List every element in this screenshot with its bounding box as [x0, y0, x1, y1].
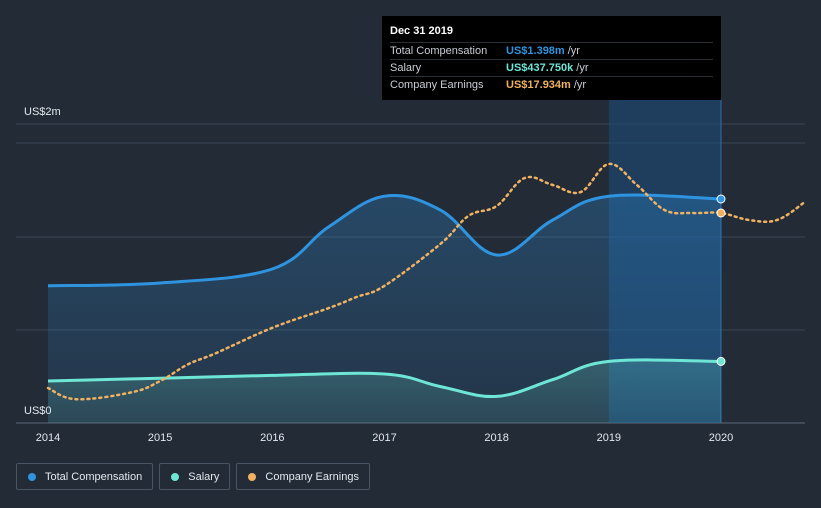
- x-axis-tick-label: 2016: [260, 432, 284, 444]
- tooltip-row-value: US$1.398m: [506, 45, 565, 57]
- x-axis-tick-label: 2020: [709, 432, 733, 444]
- legend-label: Total Compensation: [45, 470, 143, 483]
- tooltip-row-value: US$437.750k: [506, 62, 574, 74]
- tooltip-date: Dec 31 2019: [390, 25, 453, 37]
- tooltip-row-label: Total Compensation: [390, 45, 488, 57]
- salary-line: [47, 358, 722, 399]
- legend-item-company-earnings[interactable]: Company Earnings: [236, 463, 370, 490]
- tooltip-row-company-earnings: Company Earnings US$17.934m /yr: [390, 76, 713, 93]
- legend-item-salary[interactable]: Salary: [159, 463, 231, 490]
- x-axis-tick-label: 2018: [484, 432, 508, 444]
- y-axis-top-label: US$2m: [24, 106, 61, 118]
- x-axis-tick-label: 2017: [372, 432, 396, 444]
- x-axis-tick-label: 2015: [148, 432, 172, 444]
- salary-point: [716, 356, 726, 366]
- legend-item-total-compensation[interactable]: Total Compensation: [16, 463, 154, 490]
- chart-tooltip: Dec 31 2019 Total Compensation US$1.398m…: [382, 16, 721, 100]
- legend-dot-icon: [28, 472, 36, 481]
- company-earnings-line: [46, 162, 807, 401]
- tooltip-row-total-compensation: Total Compensation US$1.398m /yr: [390, 42, 713, 59]
- legend-dot-icon: [248, 472, 257, 481]
- tooltip-row-unit: /yr: [573, 79, 587, 91]
- legend-label: Company Earnings: [265, 470, 359, 483]
- x-axis-tick-label: 2019: [597, 432, 621, 444]
- total-compensation-area: [48, 194, 721, 423]
- company-earnings-point: [716, 208, 726, 218]
- legend-dot-icon: [171, 472, 180, 481]
- total-compensation-point: [716, 194, 726, 204]
- tooltip-row-unit: /yr: [567, 45, 580, 57]
- tooltip-row-unit: /yr: [576, 62, 589, 74]
- tooltip-row-salary: Salary US$437.750k /yr: [390, 59, 713, 76]
- tooltip-row-label: Company Earnings: [390, 79, 484, 91]
- salary-area: [48, 359, 721, 423]
- y-axis-bottom-label: US$0: [24, 405, 52, 417]
- tooltip-row-value: US$17.934m: [506, 79, 571, 91]
- tooltip-row-label: Salary: [390, 62, 422, 74]
- total-compensation-line: [47, 193, 722, 288]
- legend-label: Salary: [188, 470, 220, 483]
- x-axis-tick-label: 2014: [36, 432, 60, 444]
- chart-legend: Total Compensation Salary Company Earnin…: [16, 463, 370, 490]
